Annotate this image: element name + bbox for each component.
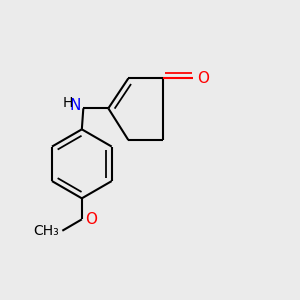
Text: H: H [63, 96, 74, 110]
Text: O: O [197, 71, 209, 86]
Text: N: N [70, 98, 81, 113]
Text: O: O [85, 212, 98, 227]
Text: CH₃: CH₃ [34, 224, 59, 238]
